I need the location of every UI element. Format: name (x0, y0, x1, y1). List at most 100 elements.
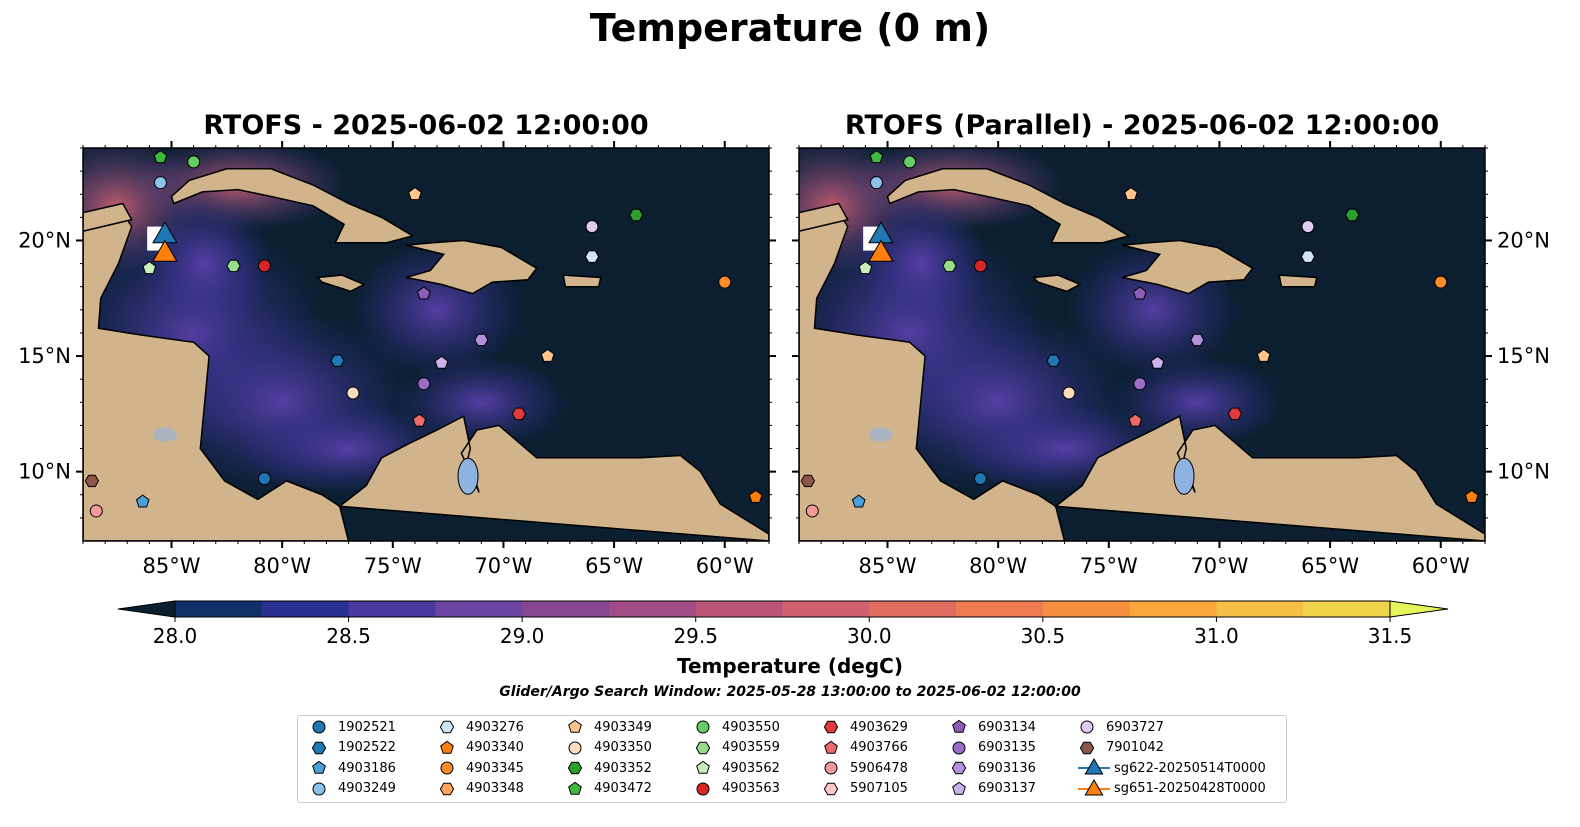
legend-label: 4903562 (722, 760, 780, 776)
legend-pentagon-marker (696, 760, 710, 774)
float-marker-4903562 (142, 260, 157, 275)
float-marker-4903766 (1128, 413, 1143, 427)
float-marker-4903350 (1062, 386, 1076, 400)
legend-hexagon-marker (823, 720, 839, 734)
float-marker-4903349 (1256, 348, 1271, 362)
legend-marker (696, 760, 710, 774)
legend-label: 1902521 (338, 719, 396, 735)
legend-entry-sg622-20250514T0000: sg622-20250514T0000 (1078, 758, 1266, 778)
legend-label: 4903340 (466, 740, 524, 755)
legend-label: 5907105 (850, 781, 908, 796)
legend-entry-sg651-20250428T0000: sg651-20250428T0000 (1078, 778, 1266, 799)
float-marker-4903249 (153, 176, 167, 190)
legend-hexagon-marker (439, 720, 455, 734)
legend-marker (823, 782, 839, 795)
legend-label: 4903276 (466, 719, 524, 735)
legend-pentagon-marker (312, 760, 326, 774)
colorbar-segment (1303, 601, 1391, 617)
lon-tick-label: 60°W (696, 554, 754, 578)
legend-entry-4903766: 4903766 (822, 738, 908, 758)
legend-label: 4903550 (722, 719, 780, 735)
colorbar-segment (695, 601, 783, 617)
float-marker-4903559 (226, 259, 241, 273)
legend-entry-5906478: 5906478 (822, 758, 908, 778)
legend-circle-marker (312, 720, 326, 734)
legend-marker (952, 781, 966, 795)
temperature-field-region (1108, 356, 1286, 449)
legend-label: 4903350 (594, 740, 652, 755)
legend-marker (440, 761, 454, 775)
colorbar-frame (174, 600, 1391, 618)
colorbar-segment (1042, 601, 1131, 617)
float-marker-4903629 (1227, 407, 1243, 421)
legend-entry-1902522: 1902522 (310, 738, 396, 758)
float-marker-4903349 (1124, 186, 1138, 201)
legend-marker (311, 741, 327, 754)
legend-entry-6903727: 6903727 (1078, 717, 1164, 737)
legend-marker (952, 741, 966, 754)
lon-tick-label: 75°W (364, 554, 422, 578)
legend-hexagon-marker (567, 761, 583, 775)
legend-marker (823, 720, 839, 734)
lat-tick-label: 20°N (18, 228, 71, 252)
panel-title-rtofs: RTOFS - 2025-06-02 12:00:00 (203, 110, 649, 141)
colorbar-segment (1216, 601, 1304, 617)
float-marker-4903352 (629, 208, 644, 222)
lon-tick-label: 85°W (143, 554, 201, 578)
colorbar-tick-label: 31.5 (1368, 624, 1413, 648)
legend-label: 4903348 (466, 781, 524, 796)
float-marker-4903345 (718, 275, 732, 289)
legend-hexagon-marker (951, 761, 967, 775)
colorbar-segment (1129, 601, 1217, 617)
legend-entry-4903472: 4903472 (566, 779, 652, 799)
float-marker-4903472 (153, 149, 168, 164)
legend-marker (567, 761, 583, 775)
temperature-field-region (138, 194, 272, 333)
land-cuba (886, 168, 1131, 244)
legend-label: sg622-20250514T0000 (1114, 760, 1266, 776)
figure-title: Temperature (0 m) (589, 6, 991, 50)
legend-label: 6903727 (1106, 719, 1164, 735)
legend-entry-7901042: 7901042 (1078, 738, 1164, 758)
float-marker-4903276 (584, 250, 600, 263)
lon-tick-label: 70°W (1190, 554, 1248, 578)
lake-maracaibo (1173, 457, 1195, 495)
legend-entry-4903348: 4903348 (438, 779, 524, 799)
float-marker-6903727 (1301, 220, 1315, 234)
legend-circle-marker (952, 741, 966, 754)
float-marker-4903340 (1464, 489, 1479, 503)
float-marker-4903766 (412, 413, 427, 427)
legend-circle-marker (824, 761, 838, 775)
legend-label: 6903134 (978, 719, 1036, 735)
legend-entry-4903349: 4903349 (566, 717, 652, 737)
float-marker-4903340 (748, 489, 763, 503)
float-marker-1902521 (973, 472, 987, 486)
float-marker-4903550 (903, 155, 917, 169)
glider-marker-sg651-20250428T0000 (868, 239, 894, 262)
legend-entry-1902521: 1902521 (310, 717, 396, 737)
float-marker-1902522 (330, 354, 345, 367)
legend-marker (1078, 778, 1110, 795)
legend-entry-6903137: 6903137 (950, 779, 1036, 799)
legend-pentagon-marker (568, 719, 582, 733)
land-hispaniola (405, 239, 538, 295)
legend-label: 4903472 (594, 781, 652, 796)
lon-tick-label: 60°W (1412, 554, 1470, 578)
lon-tick-label: 85°W (859, 554, 917, 578)
legend: 1902521 1902522 4903186 4903249 4903276 49033… (297, 715, 1287, 803)
legend-hexagon-marker (439, 782, 455, 795)
legend-hexagon-marker (695, 741, 711, 754)
legend-entry-4903345: 4903345 (438, 758, 524, 778)
legend-marker (951, 761, 967, 775)
float-marker-6903135 (417, 377, 431, 391)
legend-marker (312, 782, 326, 795)
legend-label: 4903559 (722, 740, 780, 755)
panel-title-rtofs-parallel: RTOFS (Parallel) - 2025-06-02 12:00:00 (844, 110, 1440, 141)
legend-marker (1078, 758, 1110, 775)
float-marker-4903563 (973, 259, 987, 273)
colorbar-segment (956, 601, 1044, 617)
legend-entry-4903559: 4903559 (694, 738, 780, 758)
colorbar-tick-label: 29.5 (673, 624, 718, 648)
land-jamaica (315, 274, 366, 293)
legend-triangle-marker (1084, 758, 1104, 775)
